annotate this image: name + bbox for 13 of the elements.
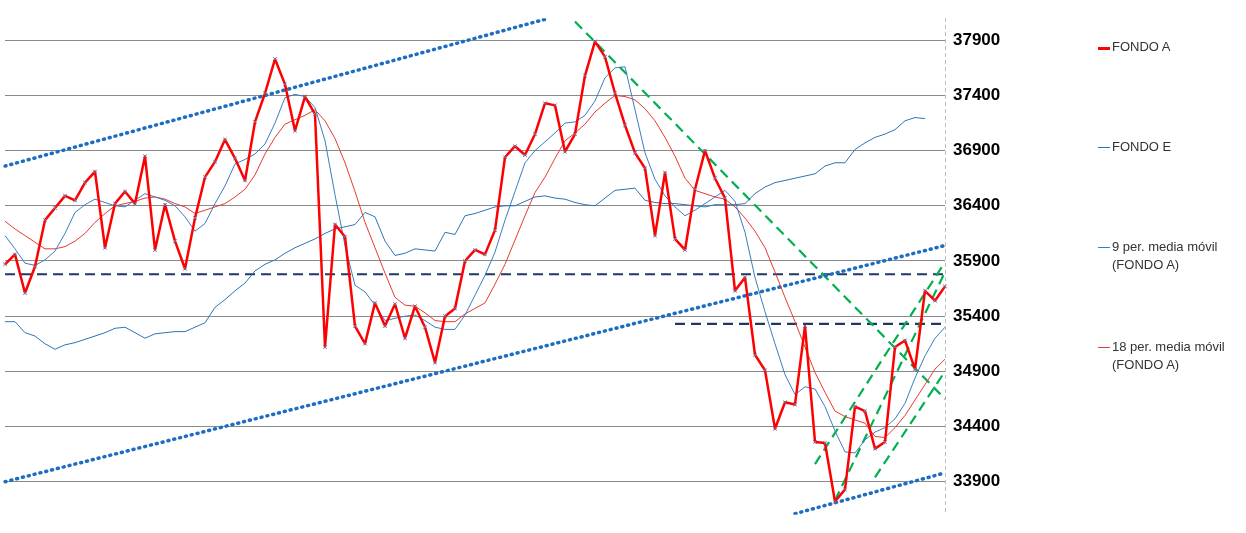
y-tick-label: 36400 bbox=[953, 195, 1001, 215]
y-tick-label: 36900 bbox=[953, 140, 1001, 160]
y-tick-label: 37900 bbox=[953, 29, 1001, 49]
y-tick-label: 34900 bbox=[953, 361, 1001, 381]
legend-label: 9 per. media móvil (FONDO A) bbox=[1112, 238, 1219, 274]
y-tick-label: 33900 bbox=[953, 471, 1001, 491]
legend-label: FONDO E bbox=[1112, 138, 1172, 156]
y-tick-label: 34400 bbox=[953, 416, 1001, 436]
y-tick-label: 37400 bbox=[953, 85, 1001, 105]
y-tick-label: 35400 bbox=[953, 305, 1001, 325]
legend-label: FONDO A bbox=[1112, 38, 1171, 56]
legend-label: 18 per. media móvil (FONDO A) bbox=[1112, 338, 1226, 374]
y-tick-label: 35900 bbox=[953, 250, 1001, 270]
